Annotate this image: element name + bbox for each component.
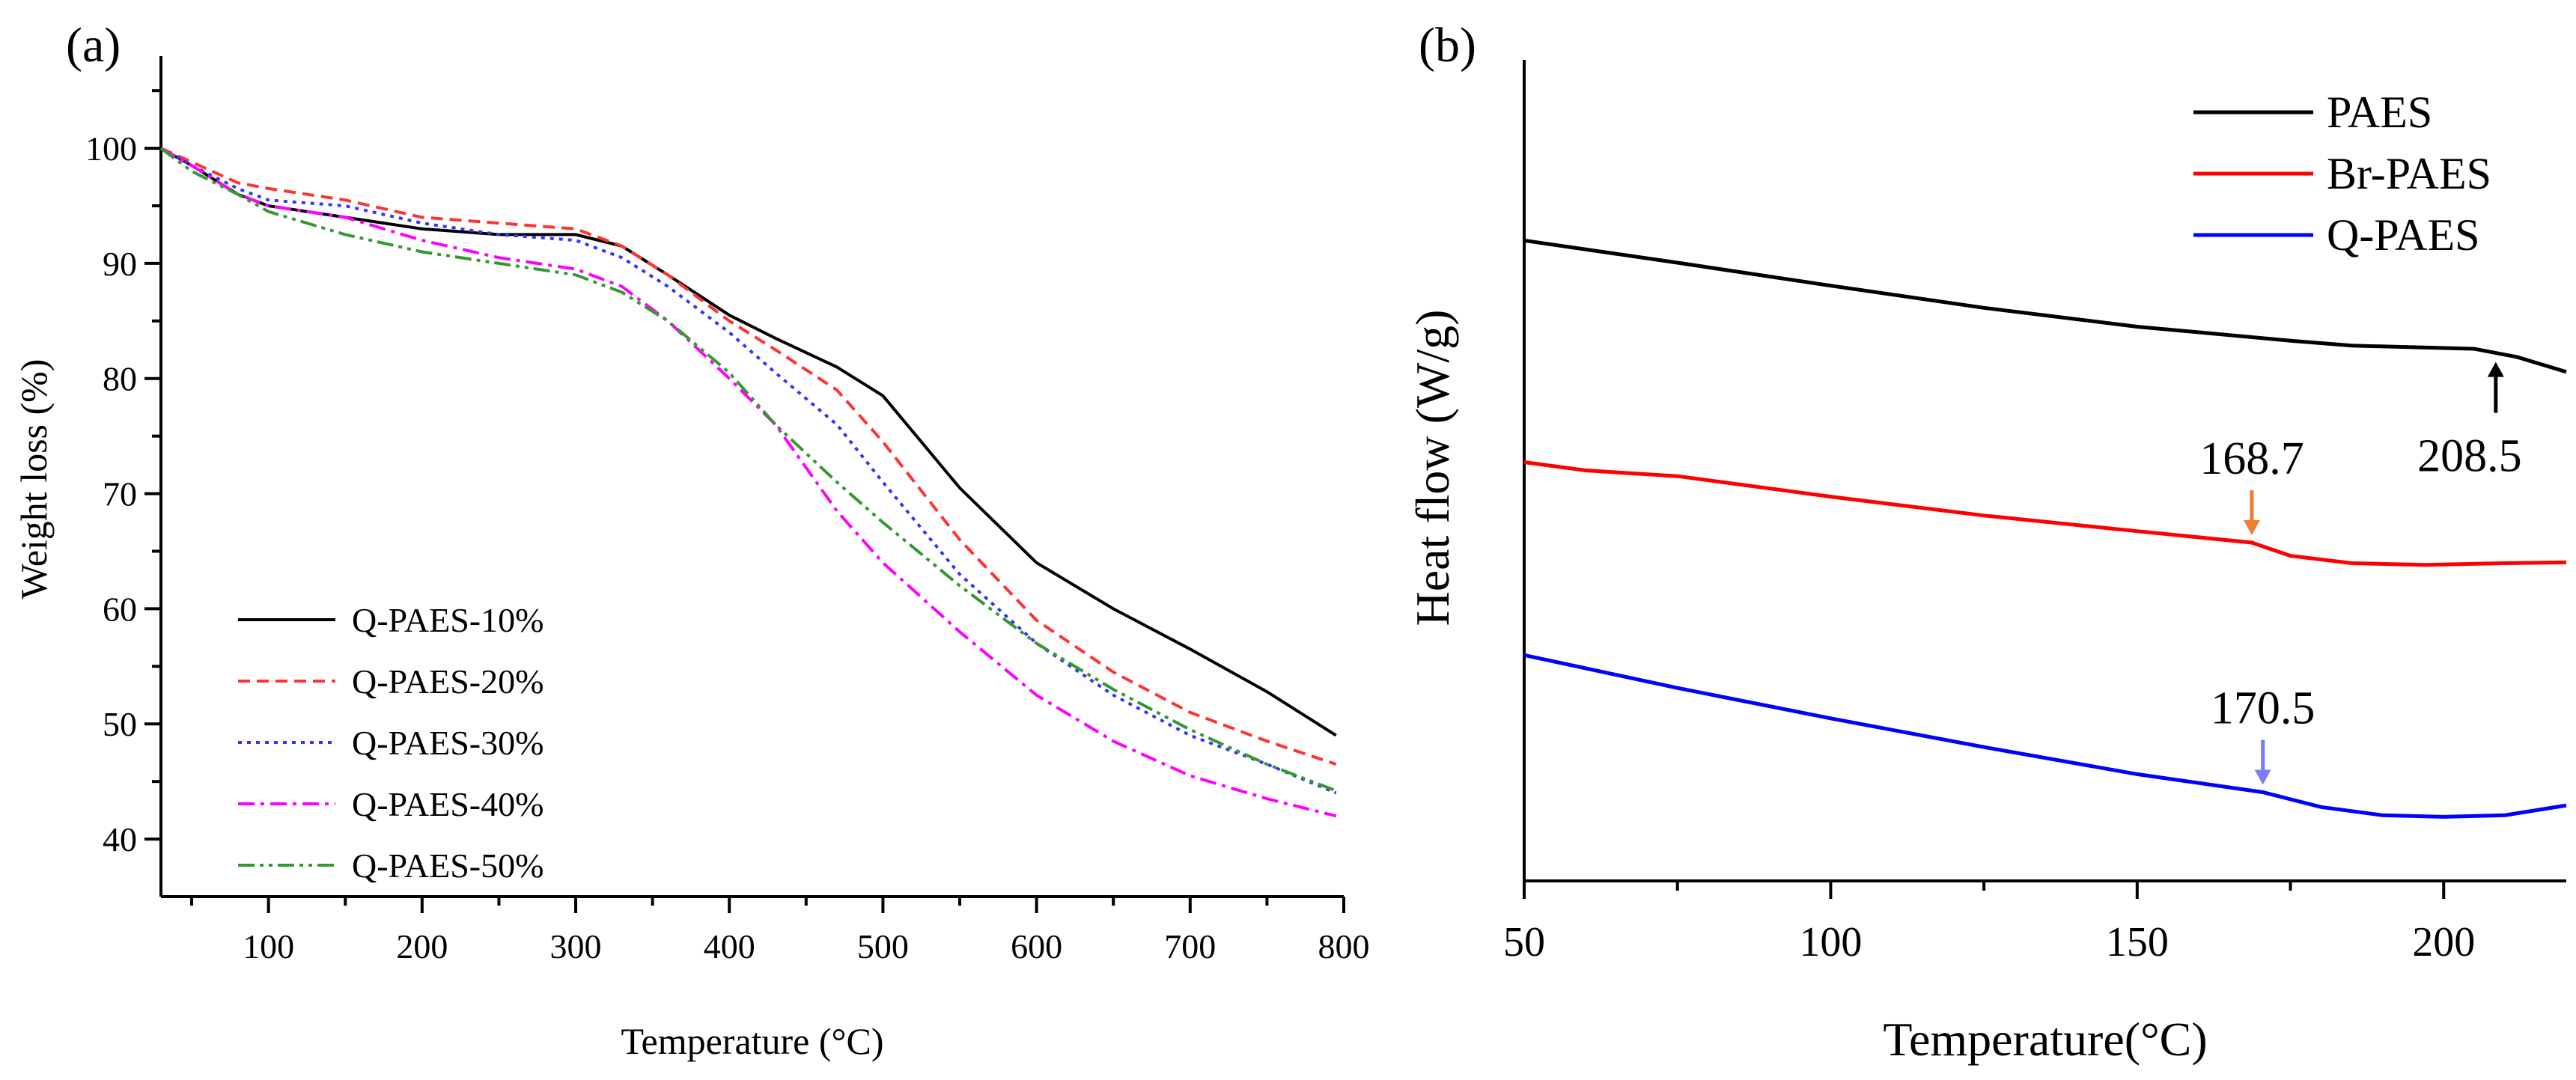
x-tick-label: 400 [704, 927, 755, 965]
series-line-Q-PAES-10% [160, 147, 1337, 737]
legend-entry: PAES [2327, 88, 2432, 137]
legend-entry: Q-PAES-10% [352, 601, 543, 639]
annotation-arrowhead [2487, 361, 2504, 377]
y-tick-label: 90 [103, 245, 137, 283]
dsc-panel: (b) 50 100 150 200 208.5 168.7 170.5 Temperat… [1406, 18, 2567, 1066]
x-tick-label: 200 [396, 927, 448, 965]
y-tick-label: 50 [103, 705, 137, 743]
x-tick-label: 100 [243, 927, 294, 965]
annotation-arrowhead [2254, 769, 2271, 785]
annotation-arrowhead [2243, 520, 2260, 536]
panel-b-x-ticks: 50 100 150 200 [1503, 881, 2475, 965]
panel-a-series [159, 147, 1337, 818]
panel-b-annotations: 208.5 168.7 170.5 [2199, 361, 2522, 785]
panel-a-y-ticks: 40 50 60 70 80 90 100 [85, 89, 161, 858]
x-tick-label: 200 [2412, 919, 2475, 965]
legend-entry: Q-PAES-30% [352, 724, 543, 762]
x-tick-label: 600 [1011, 927, 1062, 965]
annotation-label: 170.5 [2211, 683, 2315, 734]
panel-b-y-title: Heat flow (W/g) [1406, 310, 1459, 626]
panel-b-series [1523, 238, 2567, 819]
legend-entry: Q-PAES [2327, 210, 2480, 260]
legend-entry: Q-PAES-20% [352, 662, 543, 701]
x-tick-label: 500 [857, 927, 909, 965]
x-tick-label: 800 [1318, 927, 1370, 965]
x-tick-label: 300 [550, 927, 602, 965]
y-tick-label: 80 [103, 360, 137, 398]
y-tick-label: 100 [85, 129, 137, 168]
series-line-PAES [1523, 238, 2567, 374]
x-tick-label: 100 [1799, 919, 1862, 965]
panel-a-y-title: Weight loss (%) [13, 359, 55, 600]
y-tick-label: 40 [103, 820, 137, 858]
series-line-Q-PAES-30% [160, 147, 1337, 795]
y-tick-label: 70 [103, 475, 137, 513]
tga-panel: (a) 100 200 300 400 500 600 700 800 40 50 60 70 80 9… [13, 18, 1370, 1062]
annotation-label: 208.5 [2417, 431, 2522, 482]
panel-a-x-ticks: 100 200 300 400 500 600 700 800 [190, 897, 1370, 965]
panel-a-label: (a) [66, 18, 121, 73]
series-line-Q-PAES-40% [160, 147, 1337, 818]
y-tick-label: 60 [103, 590, 137, 628]
x-tick-label: 700 [1164, 927, 1216, 965]
x-tick-label: 50 [1503, 919, 1545, 965]
legend-entry: Q-PAES-40% [352, 785, 543, 823]
annotation-label: 168.7 [2199, 433, 2304, 484]
panel-a-legend: Q-PAES-10% Q-PAES-20% Q-PAES-30% Q-PAES-40%… [238, 601, 543, 885]
series-line-Q-PAES-50% [159, 147, 1337, 793]
series-line-Q-PAES [1523, 653, 2567, 819]
series-line-Br-PAES [1523, 460, 2567, 567]
x-tick-label: 150 [2106, 919, 2169, 965]
panel-a-x-title: Temperature (°C) [621, 1020, 883, 1062]
legend-entry: Q-PAES-50% [352, 846, 543, 885]
panel-b-legend: PAES Br-PAES Q-PAES [2193, 88, 2491, 260]
panel-b-x-title: Temperature(°C) [1883, 1013, 2207, 1066]
legend-entry: Br-PAES [2327, 149, 2491, 198]
panel-b-label: (b) [1419, 18, 1476, 73]
series-line-Q-PAES-20% [160, 147, 1337, 766]
